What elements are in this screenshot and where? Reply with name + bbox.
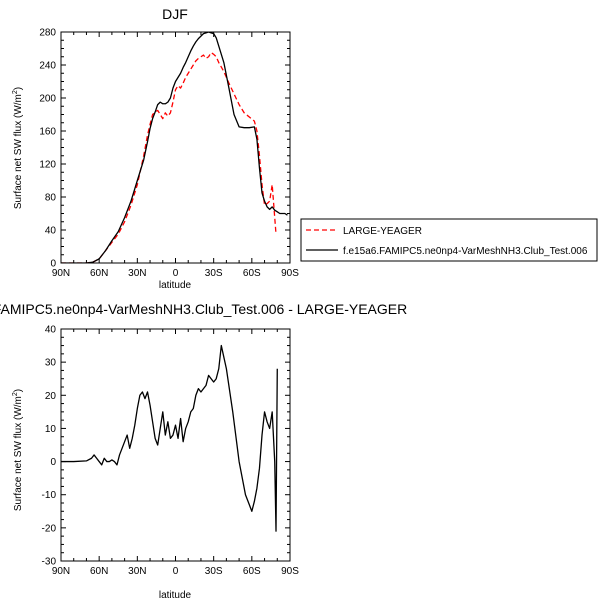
x-axis-label: latitude [159, 280, 192, 291]
x-tick-label: 90N [52, 268, 70, 279]
x-tick-label: 30S [205, 566, 223, 577]
panel-top: DJF 90N 60N 30N 0 30S 60S 90S 0 40 80 120 160 200 240… [12, 6, 299, 291]
y-axis-label-text: Surface net SW flux (W/m [13, 94, 24, 209]
y-tick-label: 280 [39, 28, 56, 39]
chart-title: FAMIPC5.ne0np4-VarMeshNH3.Club_Test.006 … [0, 301, 407, 317]
series-line-large-yeager [61, 51, 277, 263]
y-tick-label: 240 [39, 61, 56, 72]
y-axis-label-close: ) [13, 389, 24, 392]
y-axis-label-superscript: 2 [12, 392, 19, 396]
y-tick-label: 40 [45, 226, 57, 237]
legend: LARGE-YEAGER f.e15a6.FAMIPC5.ne0np4-VarM… [300, 218, 598, 262]
y-tick-label: 20 [45, 391, 57, 402]
legend-label-model: f.e15a6.FAMIPC5.ne0np4-VarMeshNH3.Club_T… [343, 246, 588, 257]
y-axis-label: Surface net SW flux (W/m2) [12, 87, 24, 209]
y-tick-label: 80 [45, 193, 57, 204]
x-tick-label: 60N [90, 268, 108, 279]
series-line-0 [61, 344, 278, 532]
chart-title: DJF [162, 6, 188, 22]
x-tick-label: 60S [243, 566, 261, 577]
y-tick-label: 160 [39, 127, 56, 138]
y-tick-label: 0 [50, 457, 56, 468]
legend-label-large-yeager: LARGE-YEAGER [343, 226, 422, 237]
x-tick-label: 30N [128, 268, 146, 279]
series-line-f-e15a6-famipc5-ne0np4-varmeshnh3-club-test-006 [61, 32, 288, 263]
panel-bottom: FAMIPC5.ne0np4-VarMeshNH3.Club_Test.006 … [0, 301, 407, 601]
x-tick-label: 30N [128, 566, 146, 577]
x-tick-label: 90S [281, 268, 299, 279]
y-tick-label: -10 [42, 490, 57, 501]
x-tick-label: 0 [173, 268, 179, 279]
y-tick-label: 200 [39, 94, 56, 105]
legend-frame [300, 218, 598, 262]
x-tick-label: 30S [205, 268, 223, 279]
y-tick-label: -20 [42, 523, 57, 534]
y-tick-label: 120 [39, 160, 56, 171]
x-axis-label: latitude [159, 590, 192, 601]
x-tick-label: 0 [173, 566, 179, 577]
y-axis-label: Surface net SW flux (W/m2) [12, 389, 24, 511]
y-tick-label: 10 [45, 424, 57, 435]
y-axis-label-close: ) [13, 87, 24, 90]
plot-frame [60, 328, 291, 562]
y-axis-label-superscript: 2 [12, 90, 19, 94]
y-tick-label: -30 [42, 557, 57, 568]
y-tick-label: 0 [50, 259, 56, 270]
x-tick-label: 60S [243, 268, 261, 279]
y-tick-label: 40 [45, 325, 57, 336]
series-group [61, 344, 278, 532]
y-axis-label-text: Surface net SW flux (W/m [13, 396, 24, 511]
series-group [61, 32, 288, 263]
x-tick-label: 90S [281, 566, 299, 577]
y-tick-label: 30 [45, 358, 57, 369]
plot-area: 90N 60N 30N 0 30S 60S 90S 0 40 80 120 160 200 240 280 [39, 28, 299, 280]
plot-area: 90N 60N 30N 0 30S 60S 90S -30 -20 -10 0 10 20 30 40 [42, 325, 300, 578]
x-tick-label: 60N [90, 566, 108, 577]
x-tick-label: 90N [52, 566, 70, 577]
plot-frame [60, 31, 291, 264]
